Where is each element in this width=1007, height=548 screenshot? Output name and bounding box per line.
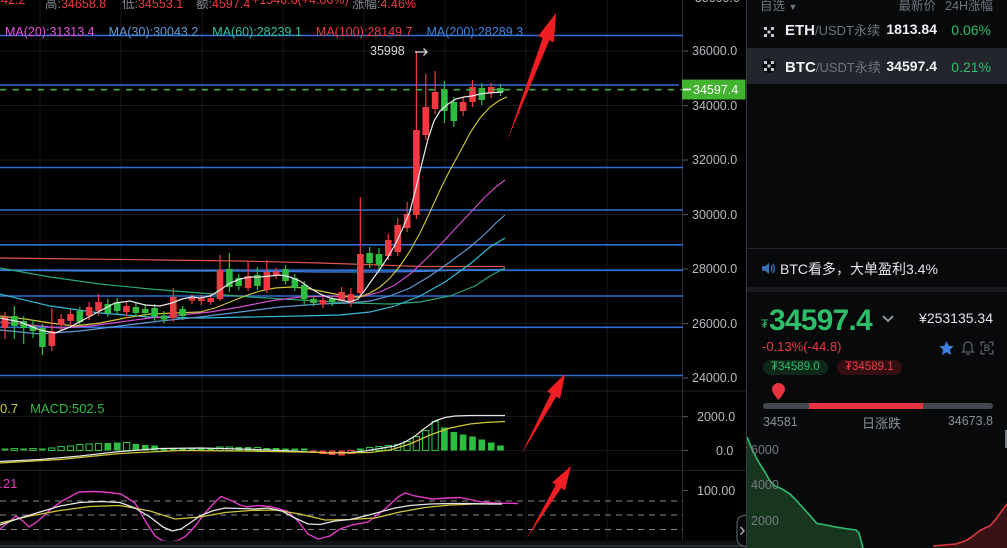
svg-text:B: B (984, 343, 991, 353)
